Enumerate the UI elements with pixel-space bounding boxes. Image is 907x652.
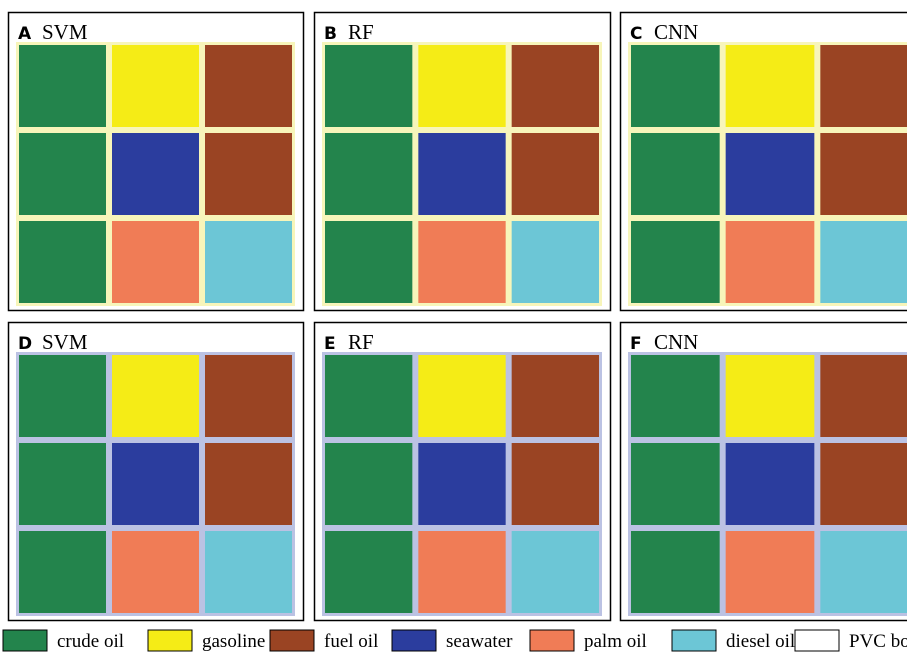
map-cell	[112, 355, 199, 437]
map-cell	[112, 531, 199, 613]
panel-method: CNN	[654, 20, 698, 44]
map-cell	[820, 221, 907, 303]
map-cell	[19, 531, 106, 613]
map-cell	[512, 133, 599, 215]
map-cell	[325, 355, 412, 437]
map-cell	[19, 355, 106, 437]
legend-label: diesel oil	[726, 631, 795, 652]
panel: A SVM	[9, 13, 304, 311]
legend-item: PVC board	[795, 630, 907, 652]
map-cell	[512, 221, 599, 303]
map-cell	[726, 133, 815, 215]
map-cell	[512, 443, 599, 525]
map-cell	[325, 443, 412, 525]
map-cell	[112, 133, 199, 215]
panel-method: RF	[348, 20, 374, 44]
map-cell	[205, 221, 292, 303]
legend-item: seawater	[392, 630, 513, 652]
panel: C CNN	[621, 13, 907, 311]
legend-item: crude oil	[3, 630, 124, 652]
legend-item: diesel oil	[672, 630, 795, 652]
panel-method: SVM	[42, 20, 88, 44]
legend-label: PVC board	[849, 631, 907, 652]
map-cell	[820, 355, 907, 437]
map-cell	[19, 443, 106, 525]
legend-swatch	[392, 630, 436, 651]
panel-letter: A	[18, 24, 32, 44]
map-cell	[512, 531, 599, 613]
map-cell	[512, 355, 599, 437]
panel-letter: F	[630, 334, 642, 354]
panel: E RF	[315, 323, 611, 621]
panel-method: CNN	[654, 330, 698, 354]
map-cell	[19, 221, 106, 303]
map-cell	[418, 443, 505, 525]
panel-letter: C	[630, 24, 642, 44]
panel: F CNN	[621, 323, 907, 621]
map-cell	[205, 45, 292, 127]
legend-item: gasoline	[148, 630, 265, 652]
legend-swatch	[672, 630, 716, 651]
panel-method: SVM	[42, 330, 88, 354]
legend-swatch	[148, 630, 192, 651]
map-cell	[631, 531, 720, 613]
map-cell	[631, 133, 720, 215]
map-cell	[325, 133, 412, 215]
legend-label: crude oil	[57, 631, 124, 652]
legend-label: gasoline	[202, 631, 265, 652]
map-cell	[112, 45, 199, 127]
legend-swatch	[270, 630, 314, 651]
map-cell	[325, 531, 412, 613]
map-cell	[19, 45, 106, 127]
map-cell	[631, 45, 720, 127]
map-cell	[820, 133, 907, 215]
map-cell	[205, 531, 292, 613]
panel: D SVM	[9, 323, 304, 621]
map-cell	[820, 45, 907, 127]
panel-method: RF	[348, 330, 374, 354]
map-cell	[418, 45, 505, 127]
legend-swatch	[3, 630, 47, 651]
panel-letter: D	[18, 334, 32, 354]
map-cell	[512, 45, 599, 127]
map-cell	[726, 45, 815, 127]
map-cell	[418, 531, 505, 613]
panel-letter: B	[324, 24, 337, 44]
map-cell	[205, 133, 292, 215]
map-cell	[726, 443, 815, 525]
map-cell	[205, 443, 292, 525]
map-cell	[418, 133, 505, 215]
map-cell	[726, 221, 815, 303]
map-cell	[820, 443, 907, 525]
legend-item: palm oil	[530, 630, 647, 652]
map-cell	[631, 221, 720, 303]
legend-swatch	[795, 630, 839, 651]
map-cell	[418, 355, 505, 437]
map-cell	[418, 221, 505, 303]
map-cell	[112, 443, 199, 525]
panel: B RF	[315, 13, 611, 311]
panel-letter: E	[324, 334, 336, 354]
legend-label: fuel oil	[324, 631, 378, 652]
map-cell	[631, 443, 720, 525]
map-cell	[726, 531, 815, 613]
map-cell	[112, 221, 199, 303]
map-cell	[631, 355, 720, 437]
map-cell	[325, 221, 412, 303]
map-cell	[820, 531, 907, 613]
legend-label: seawater	[446, 631, 513, 652]
figure: A SVM B RF C CNN D SVM E RF F CNN crude oil gasoline f…	[0, 0, 907, 652]
map-cell	[19, 133, 106, 215]
legend-label: palm oil	[584, 631, 647, 652]
map-cell	[726, 355, 815, 437]
map-cell	[205, 355, 292, 437]
map-cell	[325, 45, 412, 127]
legend-item: fuel oil	[270, 630, 378, 652]
legend-swatch	[530, 630, 574, 651]
